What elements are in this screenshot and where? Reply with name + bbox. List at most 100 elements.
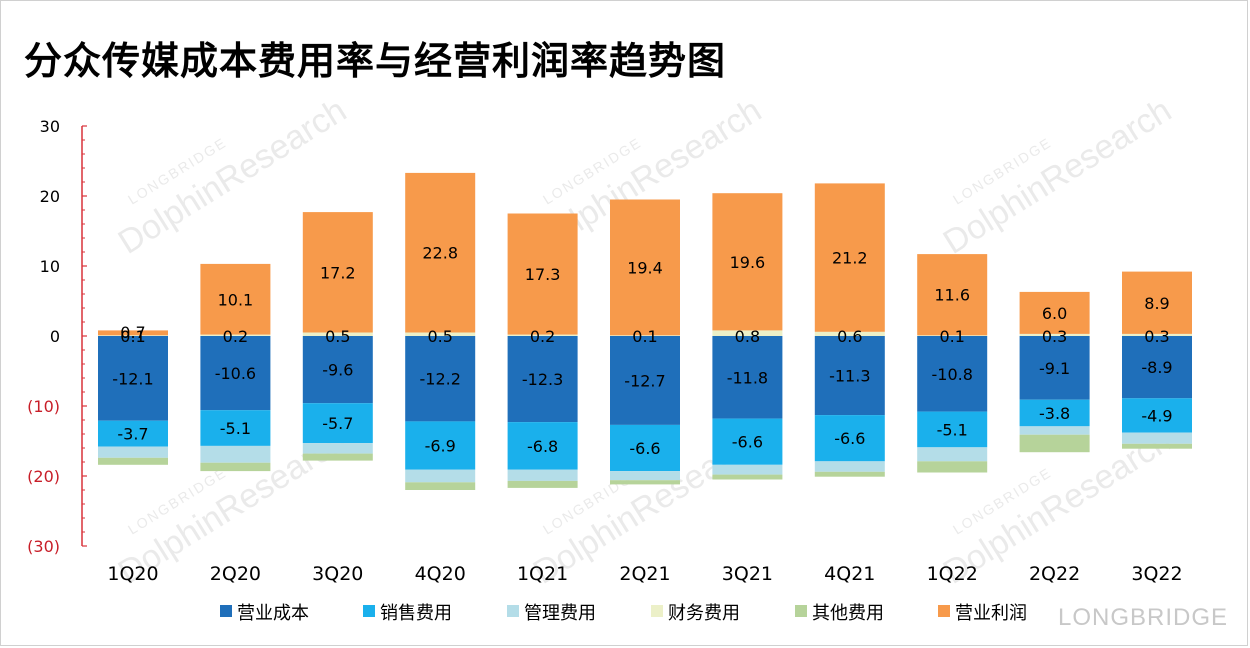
data-label: 0.1: [939, 327, 964, 346]
x-tick-label: 3Q21: [722, 563, 773, 585]
data-label: -12.1: [112, 369, 153, 388]
bar-segment: [1122, 336, 1192, 399]
bar-segment: [917, 411, 988, 448]
data-label: 0.3: [1144, 327, 1169, 346]
data-label: 22.8: [422, 244, 458, 263]
data-label: -12.7: [624, 371, 665, 390]
x-tick-label: 2Q22: [1029, 563, 1080, 585]
bar-segment: [712, 193, 783, 331]
data-label: -6.6: [732, 433, 763, 452]
bar-segment: [712, 464, 783, 475]
legend-swatch: [507, 605, 519, 617]
bar-segment: [814, 183, 885, 332]
data-label: 0.5: [427, 327, 452, 346]
watermark-dolphin: DolphinResearch: [937, 91, 1178, 261]
bar-segment: [1019, 426, 1090, 435]
data-labels: -12.1-3.70.10.7-10.6-5.10.210.1-9.6-5.70…: [112, 244, 1172, 458]
data-label: -6.9: [425, 437, 456, 456]
bar-segment: [917, 335, 988, 336]
bar-segment: [814, 461, 885, 472]
legend-label: 财务费用: [668, 603, 740, 624]
x-tick-label: 2Q20: [210, 563, 261, 585]
data-label: 0.8: [735, 327, 760, 346]
data-label: 21.2: [832, 249, 868, 268]
legend-label: 销售费用: [380, 603, 452, 624]
y-tick-label: (30): [27, 537, 60, 556]
bar-segment: [302, 212, 373, 333]
y-tick-label: (10): [27, 397, 60, 416]
bar-segment: [610, 335, 680, 336]
legend-label: 营业利润: [955, 603, 1027, 624]
data-label: -5.1: [937, 420, 968, 439]
x-tick-label: 1Q22: [927, 563, 978, 585]
bar-segment: [610, 424, 680, 472]
brand-watermark: LONGBRIDGE: [1057, 604, 1228, 631]
bar-segment: [610, 336, 680, 425]
bar-segment: [814, 331, 885, 336]
data-label: 17.2: [320, 263, 356, 282]
bar-segment: [610, 199, 680, 336]
data-label: 8.9: [1144, 294, 1169, 313]
bar-segment: [200, 263, 271, 335]
data-label: -3.7: [117, 425, 148, 444]
x-axis-labels: 1Q20 2Q20 3Q20 4Q20 1Q21 2Q21 3Q21 4Q21 1Q22 2Q22…: [107, 563, 1182, 585]
bar-segment: [405, 421, 476, 470]
data-label: 0.7: [120, 323, 145, 342]
bar-segment: [610, 471, 680, 481]
bar-segment: [200, 445, 271, 463]
data-label: -11.3: [829, 367, 870, 386]
y-tick-label: (20): [27, 467, 60, 486]
bar-segment: [405, 482, 476, 490]
bar-segment: [1019, 333, 1090, 336]
data-label: 0.1: [120, 327, 145, 346]
bar-segment: [302, 403, 373, 444]
bar-segment: [200, 336, 271, 411]
chart-title: 分众传媒成本费用率与经营利润率趋势图: [24, 39, 727, 83]
x-tick-label: 2Q21: [619, 563, 670, 585]
legend-swatch: [220, 605, 232, 617]
bar-segment: [507, 213, 578, 335]
y-tick-label: 10: [40, 257, 60, 276]
bar-segment: [814, 415, 885, 462]
bar-segment: [200, 334, 271, 336]
bar-segment: [712, 330, 783, 336]
data-label: -9.1: [1039, 359, 1070, 378]
legend-swatch: [651, 605, 663, 617]
legend-label: 其他费用: [812, 603, 884, 624]
data-label: 0.2: [223, 327, 248, 346]
legend-label: 营业成本: [237, 603, 309, 624]
bar-segment: [814, 471, 885, 477]
data-label: -9.6: [322, 361, 353, 380]
data-label: -6.6: [834, 429, 865, 448]
bar-segment: [917, 461, 988, 473]
bar-segment: [507, 480, 578, 488]
bar-segment: [917, 254, 988, 336]
bar-segment: [1122, 443, 1192, 449]
data-label: 0.3: [1042, 327, 1067, 346]
bar-segment: [302, 443, 373, 454]
legend-swatch: [795, 605, 807, 617]
bar-segment: [1122, 398, 1192, 433]
data-label: -10.8: [931, 365, 972, 384]
bar-segment: [917, 447, 988, 462]
data-label: -4.9: [1141, 406, 1172, 425]
data-label: -8.9: [1141, 358, 1172, 377]
bar-segment: [507, 334, 578, 336]
bar-segment: [1019, 291, 1090, 334]
bar-segment: [302, 453, 373, 461]
bar-segment: [1122, 271, 1192, 334]
y-tick-label: 30: [40, 117, 60, 136]
y-axis: 30 20 10 0 (10) (20) (30): [27, 117, 87, 556]
x-tick-label: 4Q20: [415, 563, 466, 585]
bar-segment: [200, 462, 271, 472]
data-label: -12.2: [419, 370, 460, 389]
data-label: 0.5: [325, 327, 350, 346]
data-label: -3.8: [1039, 404, 1070, 423]
data-label: -12.3: [522, 370, 563, 389]
data-label: -10.6: [215, 364, 256, 383]
bar-segment: [405, 172, 476, 333]
legend: 营业成本 销售费用 管理费用 财务费用 其他费用 营业利润: [220, 603, 1027, 624]
x-tick-label: 3Q20: [312, 563, 363, 585]
bar-segment: [1019, 336, 1090, 400]
bar-segment: [917, 336, 988, 412]
